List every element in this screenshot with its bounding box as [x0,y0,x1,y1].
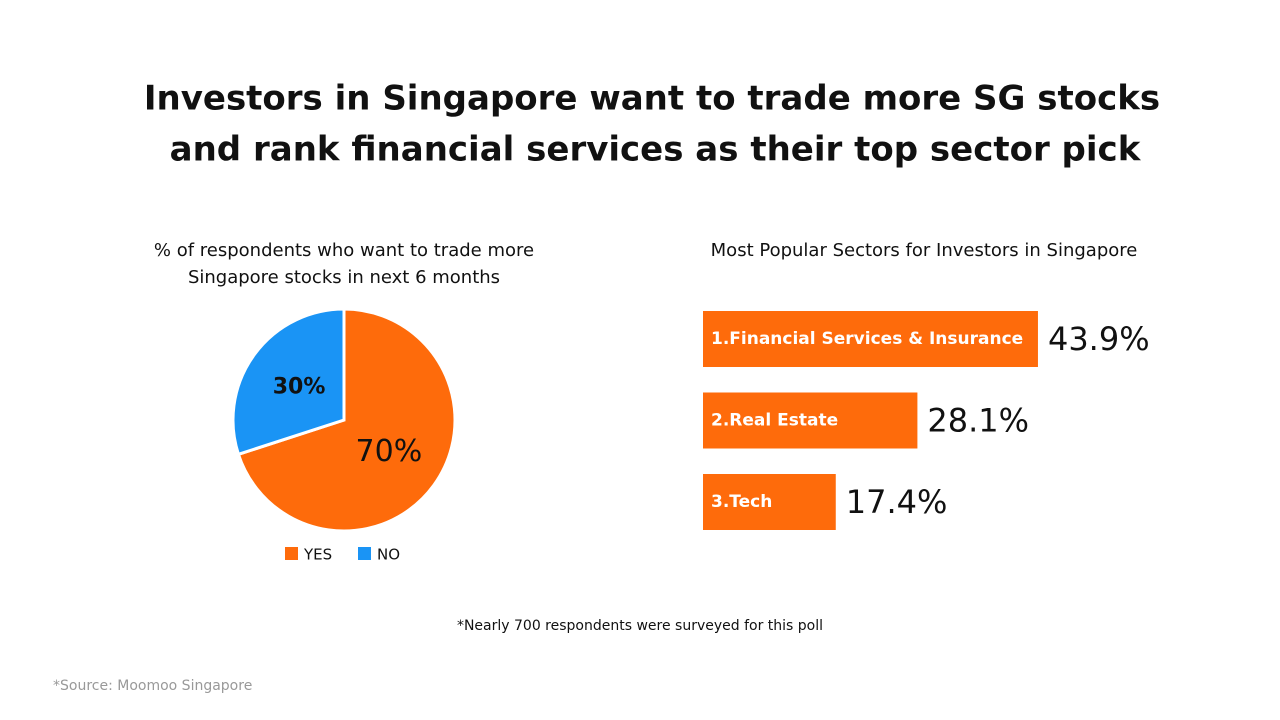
bar [703,311,1038,367]
legend-label: YES [303,546,332,564]
bar-title: Most Popular Sectors for Investors in Si… [711,240,1138,261]
bar-category: 2.Real Estate [711,411,838,431]
bar-category: 1.Financial Services & Insurance [711,329,1023,349]
title-line: and rank financial services as their top… [170,130,1142,170]
bar-value: 43.9% [1048,320,1150,358]
legend-label: NO [377,546,400,564]
bar [703,392,918,449]
footnote: *Nearly 700 respondents were surveyed fo… [457,618,823,634]
pie-label: 30% [273,374,326,399]
title-line: Investors in Singapore want to trade mor… [144,79,1160,119]
pie-title: % of respondents who want to trade more [154,240,534,261]
legend-swatch [285,547,298,560]
pie-title: Singapore stocks in next 6 months [188,267,500,288]
bar-value: 28.1% [927,402,1029,440]
bar-value: 17.4% [846,483,948,521]
pie-slice [236,307,457,533]
bar-category: 3.Tech [711,492,772,512]
source: *Source: Moomoo Singapore [53,678,252,694]
pie-label: 70% [356,434,423,469]
pie-slice [231,307,346,457]
legend-swatch [358,547,371,560]
bar [703,474,836,530]
